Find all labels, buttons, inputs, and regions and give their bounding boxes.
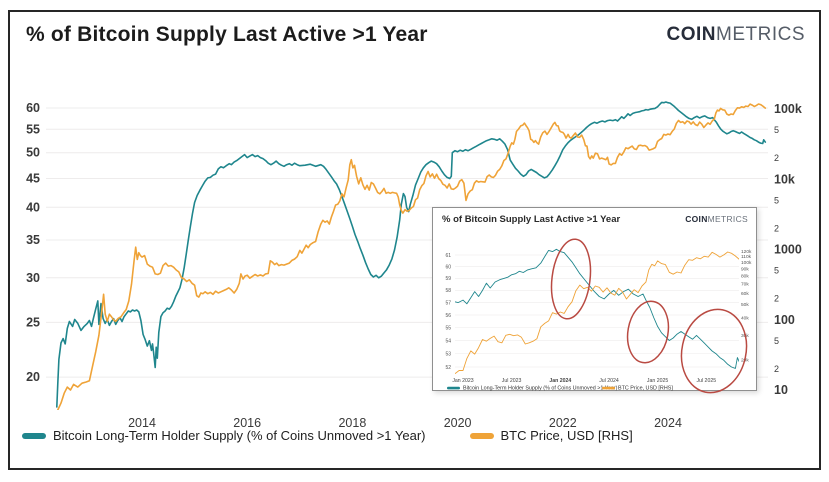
inset-panel: % of Bitcoin Supply Last Active >1 Year …: [432, 207, 757, 391]
inset-coinmetrics-logo: COINMETRICS: [685, 214, 748, 224]
y-axis-left-tick-label: 45: [26, 172, 40, 186]
y-axis-right-tick-label: 5: [774, 266, 779, 276]
legend-item-price: BTC Price, USD [RHS]: [469, 428, 633, 443]
legend-item-supply: Bitcoin Long-Term Holder Supply (% of Co…: [22, 428, 426, 443]
logo-metrics-text: METRICS: [716, 24, 805, 45]
x-axis-tick-label: 2022: [549, 416, 577, 430]
x-axis-tick-label: 2016: [233, 416, 261, 430]
logo-coin-text: COIN: [666, 24, 716, 45]
y-axis-right-tick-label: 1000: [774, 243, 802, 257]
y-axis-left-tick-label: 60: [26, 101, 40, 115]
supply-legend-swatch: [22, 432, 46, 439]
lth-supply-line: [56, 101, 767, 408]
page-title: % of Bitcoin Supply Last Active >1 Year: [26, 23, 428, 46]
y-axis-left-tick-label: 55: [26, 122, 40, 136]
y-axis-left-tick-label: 35: [26, 233, 40, 247]
y-axis-left-tick-label: 25: [26, 315, 40, 329]
x-axis-tick-label: 2018: [338, 416, 366, 430]
price-legend-label: BTC Price, USD [RHS]: [500, 428, 633, 443]
y-axis-right-tick-label: 100k: [774, 102, 802, 116]
supply-legend-label: Bitcoin Long-Term Holder Supply (% of Co…: [53, 428, 426, 443]
y-axis-right-tick-label: 100: [774, 313, 795, 327]
x-axis-tick-label: 2024: [654, 416, 682, 430]
main-legend: Bitcoin Long-Term Holder Supply (% of Co…: [22, 428, 633, 443]
y-axis-left-tick-label: 40: [26, 200, 40, 214]
y-axis-right-tick-label: 5: [774, 336, 779, 346]
price-legend-swatch: [469, 432, 494, 439]
btc-price-line: [57, 103, 767, 410]
y-axis-right-tick-label: 2: [774, 294, 779, 304]
y-axis-right-tick-label: 5: [774, 195, 779, 205]
y-axis-right-tick-label: 5: [774, 125, 779, 135]
y-axis-right-tick-label: 2: [774, 223, 779, 233]
inset-title: % of Bitcoin Supply Last Active >1 Year: [442, 214, 621, 225]
x-axis-tick-label: 2020: [444, 416, 472, 430]
y-axis-right-tick-label: 10k: [774, 172, 795, 186]
y-axis-left-tick-label: 20: [26, 370, 40, 384]
y-axis-right-tick-label: 2: [774, 364, 779, 374]
coinmetrics-logo: COINMETRICS: [667, 24, 806, 46]
inset-logo-coin-text: COIN: [685, 214, 708, 224]
y-axis-left-tick-label: 50: [26, 146, 40, 160]
y-axis-right-tick-label: 10: [774, 383, 788, 397]
y-axis-right-tick-label: 2: [774, 153, 779, 163]
x-axis-tick-label: 2014: [128, 416, 156, 430]
y-axis-left-tick-label: 30: [26, 271, 40, 285]
inset-logo-metrics-text: METRICS: [707, 214, 748, 224]
